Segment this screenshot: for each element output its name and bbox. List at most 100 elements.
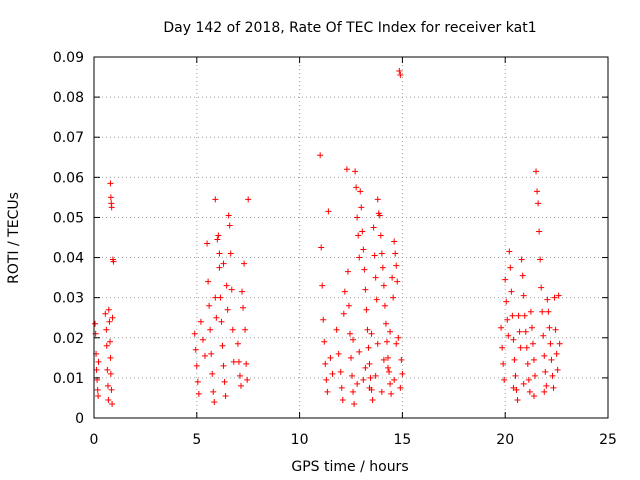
data-point (391, 238, 398, 245)
data-point (363, 306, 370, 313)
data-point (382, 320, 389, 327)
data-point (504, 316, 511, 323)
data-point (551, 294, 558, 301)
y-tick-label: 0.08 (53, 90, 84, 106)
data-point (370, 224, 377, 231)
data-point (526, 388, 533, 395)
data-point (350, 388, 357, 395)
data-point (322, 360, 329, 367)
data-point (359, 228, 366, 235)
data-point (394, 278, 401, 285)
data-point (389, 274, 396, 281)
data-point (387, 328, 394, 335)
data-point (516, 328, 523, 335)
data-point (225, 212, 232, 219)
data-point (206, 302, 213, 309)
data-point (515, 312, 522, 319)
data-point (517, 344, 524, 351)
data-point (524, 360, 531, 367)
data-point (391, 376, 398, 383)
y-tick-label: 0.09 (53, 50, 84, 66)
data-point (395, 334, 402, 341)
data-point (541, 352, 548, 359)
data-point (212, 196, 219, 203)
data-point (208, 350, 215, 357)
data-point (514, 396, 521, 403)
data-point (520, 380, 527, 387)
data-point (376, 212, 383, 219)
data-point (193, 362, 200, 369)
x-tick-label: 0 (90, 432, 99, 448)
data-point (230, 358, 237, 365)
data-point (320, 316, 327, 323)
grid-lines (94, 57, 608, 418)
data-point (108, 204, 115, 211)
data-point (210, 388, 217, 395)
data-point (366, 360, 373, 367)
data-point (107, 180, 114, 187)
data-point (532, 372, 539, 379)
data-point (502, 276, 509, 283)
data-point (350, 336, 357, 343)
data-point (337, 368, 344, 375)
data-point (357, 188, 364, 195)
data-point (362, 364, 369, 371)
data-point (541, 388, 548, 395)
chart-title: Day 142 of 2018, Rate Of TEC Index for r… (163, 20, 536, 36)
data-point (358, 204, 365, 211)
data-point (397, 72, 404, 79)
data-point (104, 366, 111, 373)
data-point (236, 372, 243, 379)
data-point (195, 390, 202, 397)
data-point (242, 326, 249, 333)
data-point (354, 214, 361, 221)
data-point (393, 262, 400, 269)
data-point (378, 250, 385, 257)
data-point (540, 332, 547, 339)
data-point (510, 384, 517, 391)
data-point (202, 352, 209, 359)
data-point (509, 312, 516, 319)
x-tick-label: 20 (496, 432, 514, 448)
data-point (544, 296, 551, 303)
data-point (317, 152, 324, 159)
data-point (319, 282, 326, 289)
data-point (368, 330, 375, 337)
data-point (209, 370, 216, 377)
y-tick-label: 0.01 (53, 371, 84, 387)
data-point (380, 356, 387, 363)
data-point (103, 326, 110, 333)
y-tick-label: 0.04 (53, 251, 84, 267)
data-point (387, 380, 394, 387)
data-point (378, 388, 385, 395)
data-point (530, 392, 537, 399)
data-point (380, 282, 387, 289)
x-tick-label: 5 (192, 432, 201, 448)
y-tick-label: 0.03 (53, 291, 84, 307)
data-point (549, 372, 556, 379)
data-point (204, 240, 211, 247)
data-point (343, 166, 350, 173)
data-point (321, 338, 328, 345)
data-point (542, 368, 549, 375)
data-point (349, 372, 356, 379)
data-point (109, 400, 116, 407)
data-point (341, 288, 348, 295)
data-point (372, 274, 379, 281)
data-point (222, 392, 229, 399)
data-point (550, 384, 557, 391)
data-point (219, 342, 226, 349)
data-point (214, 236, 221, 243)
y-tick-label: 0.07 (53, 130, 84, 146)
data-point (318, 244, 325, 251)
data-point (94, 386, 101, 393)
data-point (499, 344, 506, 351)
data-point (102, 310, 109, 317)
data-point (520, 292, 527, 299)
data-point (537, 256, 544, 263)
data-point (505, 332, 512, 339)
data-point (529, 340, 536, 347)
data-point (104, 382, 111, 389)
data-point (364, 326, 371, 333)
data-point (354, 380, 361, 387)
